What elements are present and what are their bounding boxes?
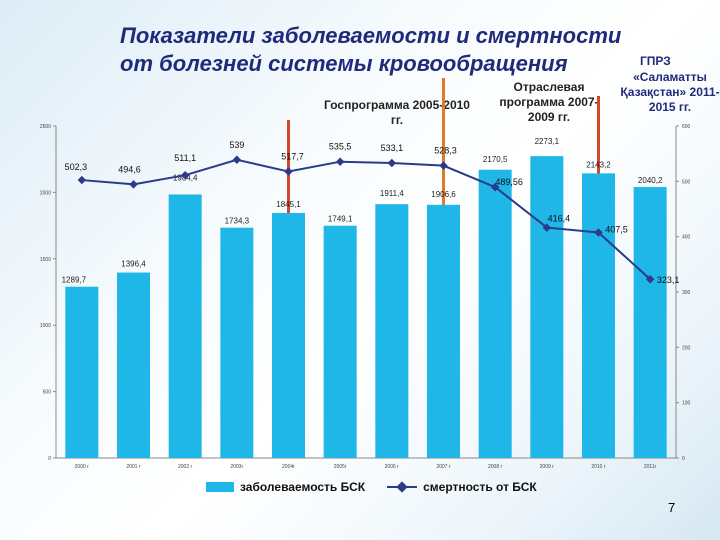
legend-line-label: смертность от БСК (423, 480, 537, 494)
otraslevaya-note: Отраслевая программа 2007-2009 гг. (499, 80, 599, 124)
x-tick-label: 2004г (282, 464, 295, 470)
mortality-point (439, 161, 448, 170)
bar (323, 225, 357, 458)
page-number: 7 (668, 500, 676, 515)
x-tick-label: 2003г (230, 464, 243, 470)
x-tick-label: 2010 г (591, 464, 606, 470)
mortality-point (387, 158, 397, 168)
bar (65, 286, 99, 458)
mortality-value-label: 517,7 (281, 152, 304, 162)
mortality-point (335, 157, 345, 166)
y-right-tick-label: 100 (682, 401, 691, 407)
bar-value-label: 1289,7 (62, 276, 87, 285)
mortality-value-label: 539 (229, 140, 244, 150)
y-right-tick-label: 200 (682, 345, 691, 351)
mortality-point (284, 167, 293, 176)
title-line-2: от болезней системы кровообращения (120, 51, 568, 76)
x-tick-label: 2002 г (178, 464, 193, 470)
bar-value-label: 1845,1 (276, 200, 301, 209)
bar (272, 212, 305, 458)
x-tick-label: 2005г (334, 464, 347, 470)
bar-value-label: 1911,4 (380, 189, 404, 198)
bar-value-label: 2143,2 (586, 160, 611, 169)
bar (220, 227, 254, 458)
mortality-value-label: 502,3 (65, 162, 88, 172)
y-left-tick-label: 2000 (40, 190, 51, 196)
x-tick-label: 2000 г (75, 464, 90, 470)
bar-value-label: 2040,2 (638, 176, 663, 185)
mortality-value-label: 494,6 (118, 164, 141, 174)
mortality-point (645, 274, 655, 284)
mortality-value-label: 533,1 (381, 143, 404, 153)
mortality-point (232, 155, 242, 164)
x-tick-label: 2006 г (385, 464, 400, 470)
mortality-point (180, 170, 190, 180)
bar (168, 194, 202, 458)
mortality-value-label: 535,5 (329, 142, 352, 152)
legend-bar-label: заболеваемость БСК (240, 480, 366, 494)
mortality-point (129, 180, 138, 189)
mortality-value-label: 407,5 (605, 225, 628, 235)
bar-value-label: 1749,1 (328, 215, 353, 224)
y-left-tick-label: 1000 (40, 323, 51, 329)
legend: заболеваемость БСК смертность от БСК (206, 480, 537, 494)
x-tick-label: 2007 г (436, 464, 451, 470)
gprz-program-note: «Саламатты Қазақстан» 2011-2015 гг. (620, 70, 720, 114)
mortality-point (77, 175, 87, 185)
y-right-tick-label: 600 (682, 124, 691, 130)
mortality-value-label: 489,56 (495, 177, 523, 187)
bar (117, 272, 150, 458)
title-line-1: Показатели заболеваемости и смертности (120, 23, 622, 48)
gprz-abbr-note: ГПРЗ (640, 54, 671, 68)
y-left-tick-label: 0 (48, 456, 51, 462)
gosprogramma-note: Госпрограмма 2005-2010 гг. (324, 98, 470, 127)
y-right-tick-label: 500 (682, 179, 691, 185)
bar (633, 187, 667, 458)
y-left-tick-label: 500 (43, 390, 52, 396)
y-right-tick-label: 0 (682, 456, 685, 462)
mortality-value-label: 416,4 (548, 214, 571, 224)
legend-bar-swatch (206, 482, 234, 492)
chart-title: Показатели заболеваемости и смертности о… (120, 22, 680, 78)
mortality-line (81, 158, 651, 280)
bar (478, 169, 512, 458)
mortality-value-label: 323,1 (657, 275, 680, 285)
mortality-value-label: 528,3 (434, 146, 457, 156)
bar-value-label: 1906,6 (431, 190, 456, 199)
bar (375, 204, 409, 458)
bar (582, 173, 615, 458)
x-tick-label: 2011г (644, 464, 657, 470)
mortality-value-label: 511,1 (174, 153, 196, 163)
bar-value-label: 1396,4 (121, 260, 146, 269)
bar (530, 156, 564, 458)
x-tick-label: 2009 г (540, 464, 555, 470)
bar-value-label: 2170,5 (483, 155, 508, 164)
y-right-tick-label: 300 (682, 290, 691, 296)
x-tick-label: 2008 г (488, 464, 503, 470)
bar-value-label: 1734,3 (225, 217, 250, 226)
y-left-tick-label: 1500 (40, 257, 51, 263)
mortality-point (490, 182, 500, 192)
x-tick-label: 2001 г (126, 464, 141, 470)
legend-line-swatch (387, 486, 418, 488)
bar-value-label: 2273,1 (535, 137, 560, 146)
y-right-tick-label: 400 (682, 235, 691, 241)
y-left-tick-label: 2500 (40, 124, 51, 130)
bar (427, 204, 460, 458)
